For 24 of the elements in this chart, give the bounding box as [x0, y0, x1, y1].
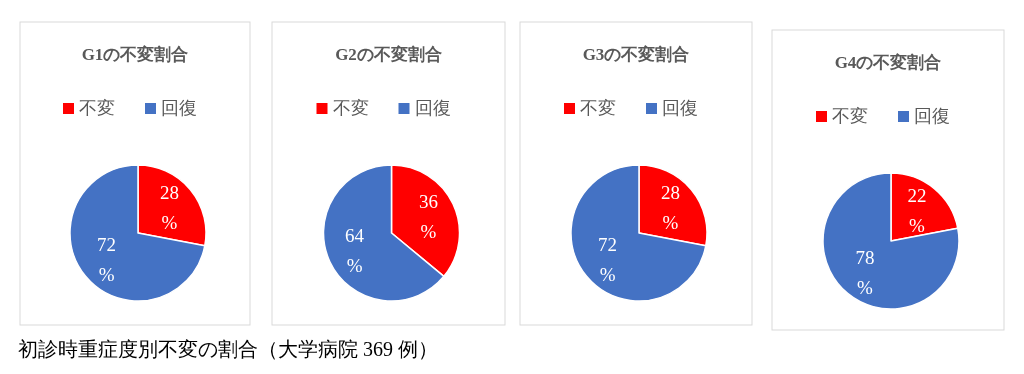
data-label: 72%	[598, 234, 618, 286]
data-label: 22%	[907, 184, 927, 236]
legend-label: 回復	[662, 98, 698, 118]
pie-slice	[570, 164, 707, 302]
text: 初診時重症度別不変の割合（大学病院 369 例）	[18, 338, 438, 360]
data-label: 36%	[418, 190, 438, 242]
chart-title: G2の不変割合	[335, 45, 442, 64]
legend-label: 不変	[79, 98, 115, 118]
legend-label: 回復	[414, 98, 451, 118]
legend-label: 回復	[161, 98, 197, 118]
data-label: 28%	[159, 181, 179, 233]
chart-title: G3の不変割合	[582, 45, 690, 64]
legend-label: 不変	[332, 98, 369, 118]
data-label: 78%	[855, 247, 875, 299]
pie-slice	[69, 164, 206, 302]
legend-label: 回復	[914, 106, 950, 126]
data-label: 28%	[660, 181, 680, 233]
chart-title: G1の不変割合	[81, 45, 189, 64]
pie-slice	[822, 172, 960, 310]
data-label: 64%	[345, 225, 365, 277]
legend-label: 不変	[832, 106, 868, 126]
legend-label: 不変	[580, 98, 616, 118]
chart-title: G4の不変割合	[834, 53, 942, 72]
data-label: 72%	[97, 234, 117, 286]
